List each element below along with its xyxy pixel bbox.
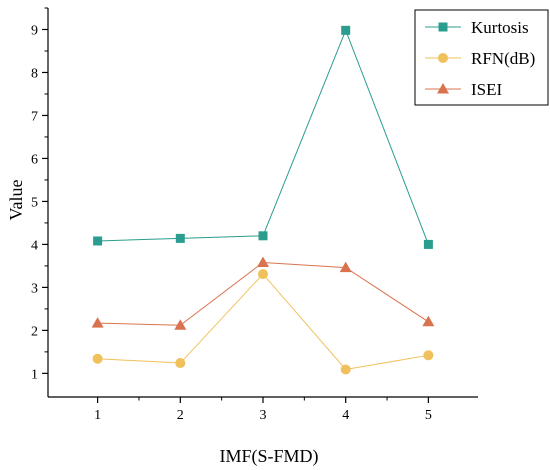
y-tick-label: 3 [31,281,38,296]
y-tick-label: 7 [31,109,38,124]
x-axis-label: IMF(S-FMD) [219,446,318,467]
data-point [258,269,268,280]
legend-label: RFN(dB) [471,49,535,68]
legend-marker [438,22,448,32]
x-tick-label: 2 [177,408,184,423]
y-axis-label: Value [6,179,26,220]
legend: Kurtosis RFN(dB) ISEI [414,9,549,106]
x-tick-label: 3 [260,408,267,423]
y-tick-label: 2 [31,324,38,339]
data-point [422,315,435,327]
data-point [258,231,268,241]
y-tick-label: 9 [31,23,38,38]
legend-label: Kurtosis [471,18,529,37]
data-point [257,256,269,267]
data-point [423,350,434,361]
data-point [174,319,187,330]
data-point [92,353,103,364]
series-line [97,273,429,371]
data-point [93,236,103,246]
series-line [97,28,429,245]
x-tick-label: 1 [94,408,101,423]
y-tick-label: 4 [31,238,38,253]
y-tick-label: 1 [31,367,38,382]
x-tick-label: 4 [342,408,349,423]
legend-label: ISEI [471,80,503,99]
series-2 [91,256,435,330]
y-tick-label: 8 [31,66,38,81]
data-point [341,25,351,35]
series-1 [92,269,434,375]
legend-marker [437,83,449,94]
y-tick-label: 5 [31,195,38,210]
legend-marker [438,53,448,63]
y-tick-label: 6 [31,152,38,167]
data-point [91,317,104,328]
data-point [339,261,352,273]
data-point [423,239,433,249]
data-point [175,358,186,369]
data-point [175,233,185,243]
x-tick-label: 5 [425,408,432,423]
data-point [340,364,351,375]
series-0 [93,25,433,249]
